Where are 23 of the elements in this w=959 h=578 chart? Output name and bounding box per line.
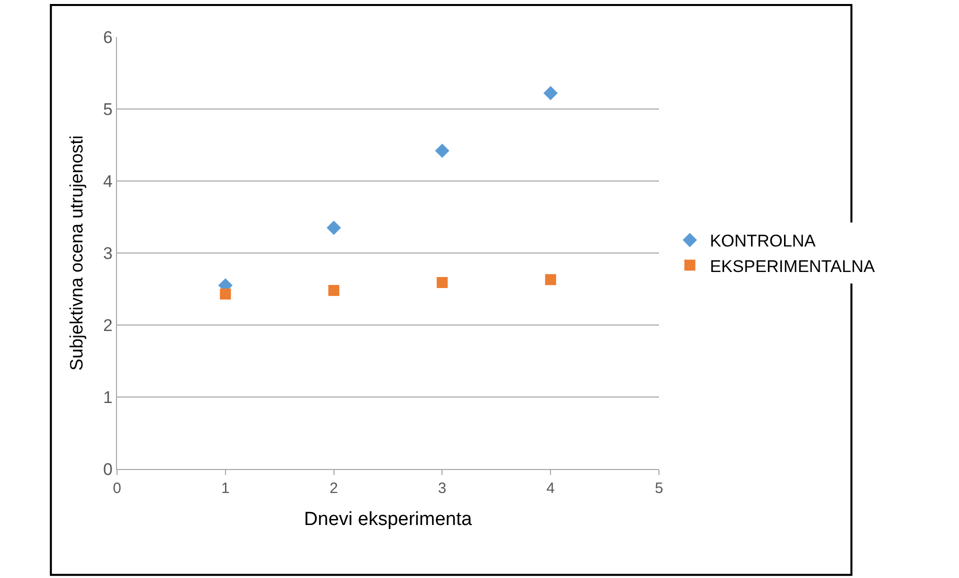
legend-label: EKSPERIMENTALNA <box>710 256 876 276</box>
y-axis-title: Subjektivna ocena utrujenosti <box>66 135 86 371</box>
point <box>328 284 340 296</box>
legend-label: KONTROLNA <box>710 232 816 251</box>
point <box>543 86 558 100</box>
x-tick-label: 5 <box>654 480 664 497</box>
x-tick-label: 2 <box>330 480 338 497</box>
point <box>436 277 448 288</box>
x-tick-label: 3 <box>438 480 446 497</box>
y-tick-label: 5 <box>103 100 113 119</box>
y-tick-label: 6 <box>103 28 113 47</box>
y-tick-label: 3 <box>103 244 113 263</box>
y-tick-label: 4 <box>103 172 113 191</box>
point <box>545 274 556 286</box>
point <box>220 288 231 300</box>
point <box>435 144 450 158</box>
x-axis-title: Dnevi eksperimenta <box>304 508 472 530</box>
y-tick-label: 0 <box>103 460 113 479</box>
x-tick-label: 1 <box>221 480 230 497</box>
y-tick-label: 1 <box>103 388 113 407</box>
y-tick-label: 2 <box>103 316 113 335</box>
x-tick-label: 4 <box>546 480 555 497</box>
point <box>326 220 341 235</box>
